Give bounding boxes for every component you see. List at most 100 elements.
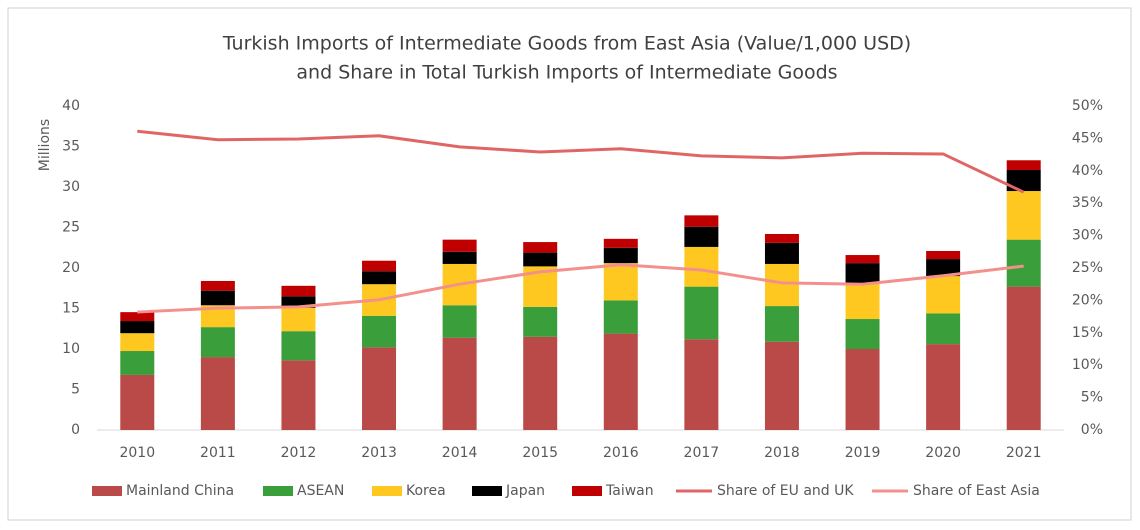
bar	[200, 280, 235, 291]
y-tick-label: 20	[62, 260, 80, 276]
y-tick-label: 35	[62, 139, 80, 155]
chart-frame	[7, 7, 1132, 521]
bar	[362, 271, 397, 285]
bar	[926, 250, 961, 260]
bar	[603, 300, 638, 334]
legend-marker	[572, 486, 602, 496]
chart-title: and Share in Total Turkish Imports of In…	[296, 62, 837, 84]
bar	[281, 285, 316, 297]
y2-tick-label: 50%	[1072, 98, 1103, 114]
x-tick-label: 2016	[603, 445, 639, 461]
line	[137, 263, 1024, 314]
y2-tick-label: 25%	[1072, 260, 1103, 276]
legend-marker	[92, 486, 122, 496]
x-tick-label: 2020	[925, 445, 961, 461]
y2-tick-label: 20%	[1072, 292, 1103, 308]
bar	[523, 252, 558, 267]
y-tick-label: 0	[71, 422, 80, 438]
bar	[845, 319, 880, 349]
y2-tick-label: 35%	[1072, 195, 1103, 211]
bar	[1006, 169, 1041, 192]
y-tick-label: 15	[62, 301, 80, 317]
bar	[281, 331, 316, 361]
y-tick-label: 30	[62, 179, 80, 195]
legend-label: Share of EU and UK	[717, 483, 854, 499]
bar	[1006, 191, 1041, 240]
bar	[845, 349, 880, 430]
legend-label: Korea	[406, 483, 446, 499]
bar	[362, 260, 397, 272]
legend-label: Japan	[505, 483, 545, 499]
y2-tick-label: 30%	[1072, 228, 1103, 244]
bar	[926, 259, 961, 277]
y2-tick-label: 15%	[1072, 325, 1103, 341]
bar	[603, 247, 638, 264]
legend-label: Share of East Asia	[913, 483, 1040, 499]
line	[137, 129, 1025, 194]
bar	[281, 360, 316, 430]
bar	[442, 337, 477, 430]
bar	[603, 263, 638, 301]
bar	[684, 215, 719, 227]
bar	[845, 263, 880, 284]
legend-marker	[372, 486, 402, 496]
x-tick-label: 2011	[200, 445, 236, 461]
bar	[926, 276, 961, 314]
bar	[603, 333, 638, 430]
bar	[362, 315, 397, 348]
bar	[200, 305, 235, 328]
bar	[764, 306, 799, 342]
x-tick-label: 2017	[684, 445, 720, 461]
bar	[120, 333, 155, 352]
bar	[684, 286, 719, 340]
y2-tick-label: 0%	[1081, 422, 1103, 438]
bar	[200, 290, 235, 306]
bar	[442, 251, 477, 264]
bar	[281, 307, 316, 332]
bar	[845, 255, 880, 264]
bar	[926, 313, 961, 345]
chart-title: Turkish Imports of Intermediate Goods fr…	[222, 33, 911, 55]
bar	[1006, 286, 1041, 430]
x-tick-label: 2014	[442, 445, 478, 461]
legend-marker	[472, 486, 502, 496]
x-tick-label: 2018	[764, 445, 800, 461]
bar	[442, 239, 477, 252]
x-tick-label: 2012	[281, 445, 317, 461]
legend-marker	[263, 486, 293, 496]
y2-tick-label: 45%	[1072, 130, 1103, 146]
bar	[684, 246, 719, 287]
bar	[1006, 239, 1041, 287]
y-axis-label: Millions	[37, 119, 53, 171]
x-tick-label: 2021	[1006, 445, 1042, 461]
bar	[362, 347, 397, 430]
bar	[684, 226, 719, 247]
bar	[200, 357, 235, 430]
bar	[200, 327, 235, 358]
bar	[442, 305, 477, 338]
y2-tick-label: 10%	[1072, 357, 1103, 373]
bar	[120, 321, 155, 334]
bar	[523, 242, 558, 253]
bar	[120, 312, 155, 322]
bar	[764, 233, 799, 243]
bar	[120, 374, 155, 430]
legend-label: Mainland China	[126, 483, 234, 499]
x-tick-label: 2010	[119, 445, 155, 461]
legend-label: Taiwan	[605, 483, 654, 499]
y2-tick-label: 5%	[1081, 390, 1103, 406]
y-tick-label: 25	[62, 220, 80, 236]
bar	[603, 238, 638, 248]
y2-tick-label: 40%	[1072, 163, 1103, 179]
bar	[523, 336, 558, 430]
legend-label: ASEAN	[297, 483, 344, 499]
bar	[684, 339, 719, 430]
bar	[764, 263, 799, 307]
y-tick-label: 5	[71, 382, 80, 398]
bar	[764, 341, 799, 430]
x-tick-label: 2019	[845, 445, 881, 461]
x-tick-label: 2013	[361, 445, 397, 461]
x-tick-label: 2015	[522, 445, 558, 461]
bar	[1006, 160, 1041, 170]
